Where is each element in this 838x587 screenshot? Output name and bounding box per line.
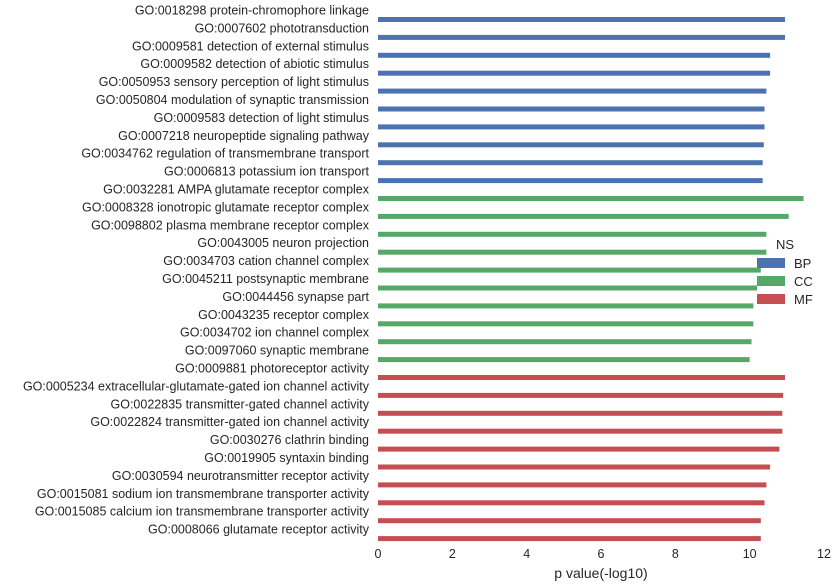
- category-label: GO:0043005 neuron projection: [197, 236, 369, 250]
- category-label: GO:0018298 protein-chromophore linkage: [135, 4, 369, 18]
- bar-mf: [378, 392, 784, 398]
- category-label: GO:0098802 plasma membrane receptor comp…: [91, 218, 370, 232]
- category-label: GO:0022824 transmitter-gated ion channel…: [90, 415, 369, 429]
- bar-bp: [378, 160, 763, 166]
- bar-mf: [378, 446, 780, 452]
- category-label: GO:0034762 regulation of transmembrane t…: [81, 147, 369, 161]
- category-label: GO:0050953 sensory perception of light s…: [99, 75, 369, 89]
- x-tick-label: 2: [449, 547, 456, 561]
- category-label: GO:0005234 extracellular-glutamate-gated…: [23, 379, 370, 393]
- bar-cc: [378, 213, 789, 219]
- bar-cc: [378, 249, 767, 255]
- category-label: GO:0022835 transmitter-gated channel act…: [111, 397, 370, 411]
- x-tick-label: 6: [598, 547, 605, 561]
- bar-cc: [378, 231, 767, 237]
- bar-mf: [378, 518, 761, 524]
- x-tick-label: 4: [523, 547, 530, 561]
- bar-mf: [378, 464, 771, 470]
- category-label: GO:0045211 postsynaptic membrane: [162, 272, 369, 286]
- x-tick-label: 0: [375, 547, 382, 561]
- category-label: GO:0008066 glutamate receptor activity: [148, 523, 370, 537]
- category-label: GO:0007602 phototransduction: [195, 21, 369, 35]
- category-label: GO:0050804 modulation of synaptic transm…: [96, 93, 369, 107]
- legend-swatch-mf: [757, 294, 785, 304]
- category-label: GO:0009582 detection of abiotic stimulus: [140, 57, 369, 71]
- category-label: GO:0034702 ion channel complex: [180, 326, 370, 340]
- bar-bp: [378, 34, 785, 40]
- category-label: GO:0019905 syntaxin binding: [204, 451, 369, 465]
- legend-label-cc: CC: [794, 274, 813, 289]
- bar-cc: [378, 267, 761, 273]
- category-label: GO:0009881 photoreceptor activity: [175, 362, 370, 376]
- bar-bp: [378, 88, 767, 94]
- bar-mf: [378, 410, 783, 416]
- category-label: GO:0030594 neurotransmitter receptor act…: [112, 469, 370, 483]
- category-label: GO:0097060 synaptic membrane: [185, 344, 369, 358]
- category-label: GO:0015081 sodium ion transmembrane tran…: [37, 487, 370, 501]
- legend-label-bp: BP: [794, 256, 811, 271]
- category-label: GO:0034703 cation channel complex: [163, 254, 369, 268]
- category-label: GO:0009583 detection of light stimulus: [154, 111, 369, 125]
- category-label: GO:0032281 AMPA glutamate receptor compl…: [103, 183, 370, 197]
- category-label: GO:0044456 synapse part: [222, 290, 369, 304]
- bars-layer: [378, 17, 804, 542]
- category-labels: GO:0018298 protein-chromophore linkage GO…: [23, 4, 370, 537]
- bar-cc: [378, 339, 752, 345]
- bar-cc: [378, 196, 804, 201]
- category-label: GO:0006813 potassium ion transport: [164, 165, 370, 179]
- bar-cc: [378, 357, 750, 363]
- category-label: GO:0043235 receptor complex: [198, 308, 370, 322]
- bar-bp: [378, 17, 785, 22]
- bar-mf: [378, 428, 783, 434]
- x-axis-title: p value(-log10): [554, 565, 647, 581]
- x-tick-label: 12: [817, 547, 831, 561]
- legend-swatch-cc: [757, 276, 785, 286]
- bar-mf: [378, 500, 765, 506]
- bar-cc: [378, 303, 754, 309]
- bar-bp: [378, 178, 763, 184]
- bar-bp: [378, 52, 771, 58]
- bar-bp: [378, 142, 764, 148]
- legend: NS BP CC MF: [757, 237, 813, 307]
- category-label: GO:0030276 clathrin binding: [210, 433, 369, 447]
- legend-title: NS: [776, 237, 794, 252]
- category-label: GO:0015085 calcium ion transmembrane tra…: [35, 505, 370, 519]
- x-tick-label: 8: [672, 547, 679, 561]
- category-label: GO:0008328 ionotropic glutamate receptor…: [82, 200, 370, 214]
- bar-mf: [378, 536, 761, 542]
- bar-mf: [378, 482, 767, 488]
- bar-mf: [378, 375, 785, 380]
- x-tick-label: 10: [743, 547, 757, 561]
- x-axis: 0 2 4 6 8 10 12: [375, 547, 831, 561]
- category-label: GO:0009581 detection of external stimulu…: [132, 39, 369, 53]
- bar-bp: [378, 106, 765, 112]
- legend-label-mf: MF: [794, 292, 813, 307]
- bar-bp: [378, 70, 771, 76]
- bar-bp: [378, 124, 765, 130]
- legend-swatch-bp: [757, 258, 785, 268]
- category-label: GO:0007218 neuropeptide signaling pathwa…: [118, 129, 370, 143]
- bar-cc: [378, 285, 758, 291]
- bar-cc: [378, 321, 754, 327]
